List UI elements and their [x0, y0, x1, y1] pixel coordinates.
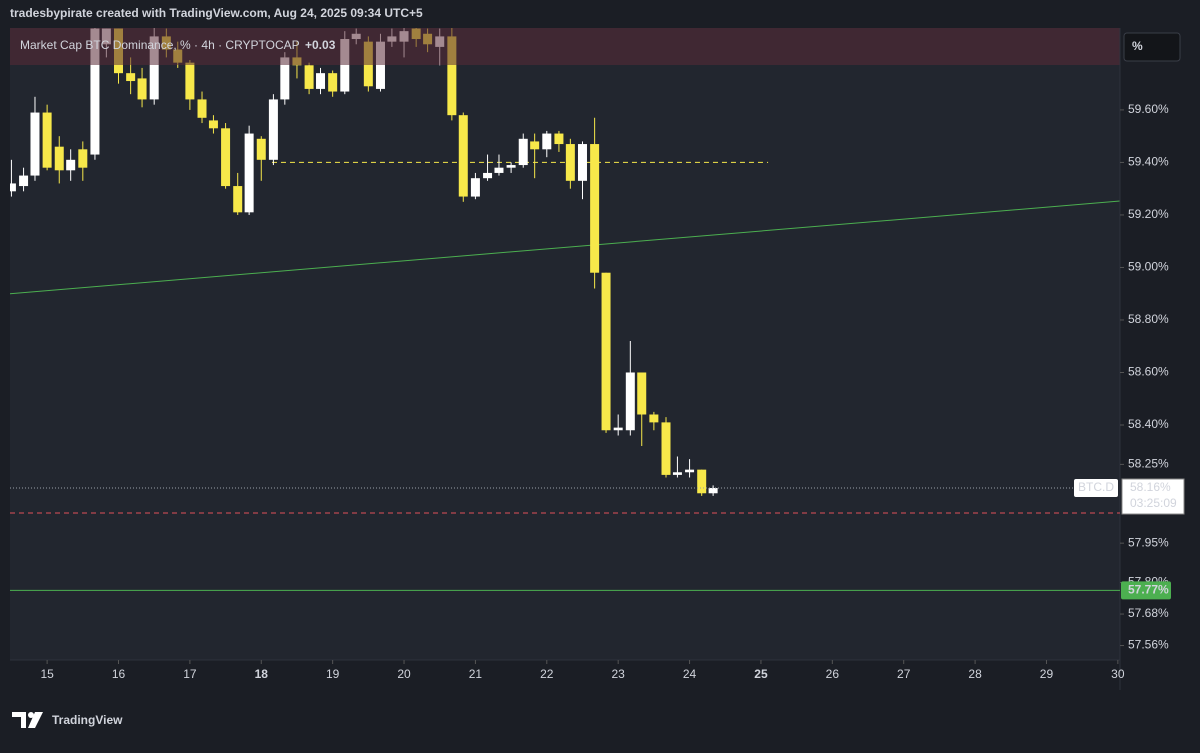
candle-body [601, 272, 611, 431]
y-tick-label: 58.25% [1128, 457, 1169, 471]
x-tick-label: 16 [112, 667, 126, 681]
candle-body [613, 427, 623, 431]
x-tick-label: 19 [326, 667, 340, 681]
candle-body [90, 28, 100, 155]
candle-body [565, 144, 575, 181]
candle-body [672, 472, 682, 475]
price-box [1121, 581, 1171, 600]
candle-body [697, 469, 707, 494]
y-tick-label: 57.95% [1128, 535, 1169, 549]
x-tick-label: 22 [540, 667, 554, 681]
y-tick-label: 57.68% [1128, 606, 1169, 620]
candle-body [197, 99, 207, 118]
candle-body [316, 73, 326, 89]
price-box [1121, 478, 1185, 515]
candle-body [233, 186, 243, 213]
candle-body [304, 65, 314, 89]
candle-body [208, 120, 218, 129]
change: +0.03 [305, 38, 336, 52]
candle-body [256, 138, 266, 160]
x-tick-label: 17 [183, 667, 197, 681]
candle-body [328, 73, 338, 92]
candle-body [375, 41, 385, 89]
candle-body [126, 73, 136, 82]
x-tick-label: 18 [255, 667, 269, 681]
candle-body [78, 149, 88, 168]
y-tick-label: 59.00% [1128, 260, 1169, 274]
candle-body [708, 488, 718, 494]
candle-body [661, 422, 671, 475]
candle-body [185, 62, 195, 100]
candle-body [530, 141, 540, 150]
candle-body [649, 414, 659, 423]
candle-body [10, 183, 16, 192]
y-tick-label: 59.20% [1128, 207, 1169, 221]
y-tick-label: 58.60% [1128, 365, 1169, 379]
brand-logo [12, 712, 43, 728]
candle-body [518, 138, 528, 166]
x-tick-label: 29 [1040, 667, 1054, 681]
x-tick-label: 27 [897, 667, 911, 681]
y-tick-label: 59.40% [1128, 155, 1169, 169]
x-tick-label: 23 [612, 667, 626, 681]
candle-body [506, 165, 516, 168]
candle-body [542, 133, 552, 150]
candle-body [221, 128, 231, 187]
price-label: 58.16% [1130, 480, 1171, 494]
y-tick-label: 59.60% [1128, 102, 1169, 116]
unit-button-label[interactable]: % [1132, 39, 1143, 53]
y-tick-label: 57.56% [1128, 638, 1169, 652]
candle-body [554, 133, 564, 145]
candle-body [30, 112, 40, 176]
candle-body [625, 372, 635, 431]
symbol-box [1074, 479, 1118, 498]
candle-body [54, 146, 64, 171]
x-tick-label: 30 [1111, 667, 1125, 681]
x-tick-label: 26 [826, 667, 840, 681]
brand: TradingView [52, 713, 123, 727]
candle-body [494, 167, 504, 173]
watermark: tradesbypirate created with TradingView.… [10, 6, 423, 20]
x-tick-label: 24 [683, 667, 697, 681]
x-tick-label: 20 [397, 667, 411, 681]
header-band [10, 28, 1120, 65]
candle-body [447, 36, 457, 116]
price-label: 57.77% [1128, 583, 1169, 597]
candle-body [268, 99, 278, 160]
candle-body [590, 144, 600, 273]
plot-area [10, 28, 1120, 660]
x-tick-label: 25 [754, 667, 768, 681]
candle-body [149, 36, 159, 100]
candle-body [483, 172, 493, 179]
candle-body [458, 115, 468, 197]
x-tick-label: 28 [968, 667, 982, 681]
candle-body [685, 469, 695, 473]
trend-line [10, 200, 1120, 295]
candle-body [577, 144, 587, 181]
candle-body [137, 78, 147, 100]
y-tick-label: 58.80% [1128, 312, 1169, 326]
x-tick-label: 15 [40, 667, 54, 681]
candle-body [66, 159, 76, 171]
candle-body [470, 178, 480, 197]
candle-body [19, 175, 29, 187]
symbol-label: BTC.D [1078, 480, 1114, 494]
unit-button[interactable] [1123, 32, 1181, 62]
x-tick-label: 21 [469, 667, 483, 681]
candle-body [280, 57, 290, 100]
countdown: 03:25:09 [1130, 496, 1177, 510]
candle-body [637, 372, 647, 415]
candle-body [244, 133, 254, 213]
y-tick-label: 58.40% [1128, 417, 1169, 431]
candle-body [340, 39, 350, 92]
candle-body [42, 112, 52, 168]
chart-title: Market Cap BTC Dominance, % · 4h · CRYPT… [20, 38, 300, 52]
